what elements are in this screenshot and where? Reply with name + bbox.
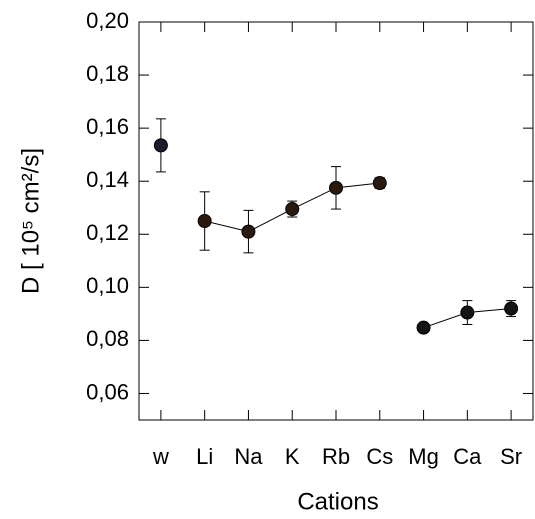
point bbox=[504, 301, 519, 316]
y-tick-label: 0,08 bbox=[86, 326, 129, 351]
x-tick-label: Li bbox=[196, 444, 213, 469]
y-tick-label: 0,12 bbox=[86, 220, 129, 245]
x-tick-label: Mg bbox=[408, 444, 439, 469]
y-tick-label: 0,14 bbox=[86, 167, 129, 192]
y-axis-label: D [ 10⁵ cm²/s] bbox=[17, 148, 44, 294]
x-tick-label: Sr bbox=[500, 444, 522, 469]
x-tick-label: Rb bbox=[322, 444, 350, 469]
x-tick-label: K bbox=[285, 444, 300, 469]
x-tick-label: Cs bbox=[366, 444, 393, 469]
x-tick-label: Na bbox=[234, 444, 263, 469]
point bbox=[285, 202, 300, 217]
point bbox=[197, 214, 212, 228]
x-tick-label: Ca bbox=[453, 444, 482, 469]
point bbox=[416, 320, 431, 335]
point bbox=[372, 176, 387, 191]
y-tick-label: 0,06 bbox=[86, 379, 129, 404]
point bbox=[460, 305, 475, 320]
y-tick-label: 0,20 bbox=[86, 8, 129, 33]
point bbox=[241, 224, 256, 239]
y-tick-label: 0,10 bbox=[86, 273, 129, 298]
y-tick-label: 0,16 bbox=[86, 114, 129, 139]
point bbox=[153, 138, 168, 153]
y-tick-label: 0,18 bbox=[86, 61, 129, 86]
x-tick-label: w bbox=[152, 444, 169, 469]
point bbox=[329, 180, 343, 195]
x-axis-label: Cations bbox=[297, 488, 378, 515]
